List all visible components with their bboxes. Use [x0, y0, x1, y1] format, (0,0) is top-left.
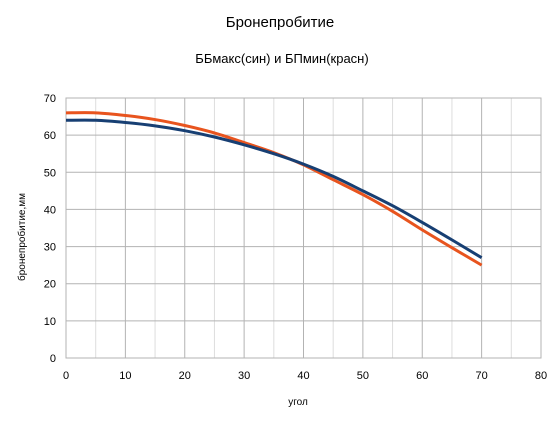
x-tick-label: 10: [119, 370, 131, 382]
x-tick-label: 0: [63, 370, 69, 382]
y-tick-label: 0: [50, 353, 56, 365]
grid: [65, 97, 542, 359]
y-tick-label: 60: [44, 130, 56, 142]
x-tick-label: 80: [535, 370, 547, 382]
x-tick-label: 40: [297, 370, 309, 382]
x-tick-label: 60: [416, 370, 428, 382]
y-tick-label: 10: [44, 316, 56, 328]
chart-subtitle: ББмакс(син) и БПмин(красн): [195, 51, 368, 66]
y-axis-label: бронепробитие,мм: [16, 193, 28, 281]
x-axis-label: угол: [288, 397, 308, 408]
y-tick-label: 50: [44, 167, 56, 179]
y-tick-label: 70: [44, 93, 56, 105]
plot-frame: [65, 97, 542, 359]
tick-labels: 0 10 20 30 40 50 60 70 80 0 10 20 30 40 50 60 70: [44, 93, 547, 382]
x-tick-label: 70: [476, 370, 488, 382]
x-tick-label: 50: [357, 370, 369, 382]
series-line-2: [65, 118, 483, 259]
y-tick-label: 20: [44, 279, 56, 291]
x-tick-label: 30: [238, 370, 250, 382]
y-tick-label: 30: [44, 242, 56, 254]
series-lines: [65, 111, 483, 267]
chart-title: Бронепробитие: [226, 14, 335, 31]
x-tick-label: 20: [179, 370, 191, 382]
y-tick-label: 40: [44, 204, 56, 216]
